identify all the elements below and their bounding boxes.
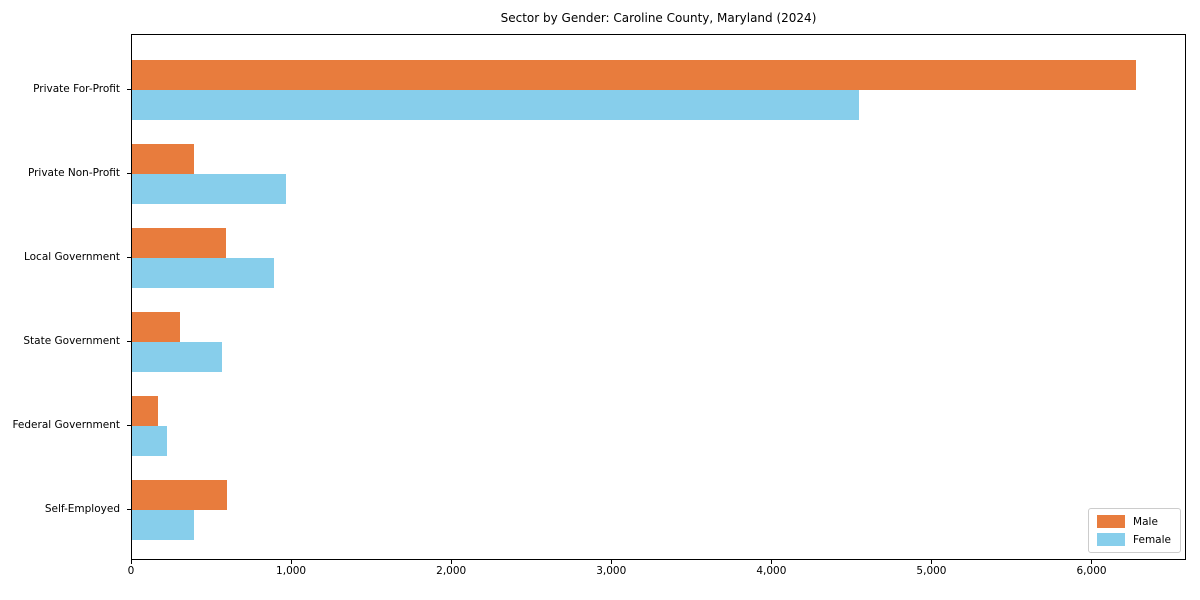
bar-female-bottom xyxy=(132,90,859,120)
female-series-swatch xyxy=(1097,533,1126,546)
ytick-mark xyxy=(127,340,131,342)
legend-label-male: Male xyxy=(1133,515,1158,528)
bar-male-top xyxy=(132,60,1136,90)
legend-item-male: Male xyxy=(1097,515,1171,528)
ytick-mark xyxy=(127,508,131,510)
ytick-label: Private Non-Profit xyxy=(27,167,120,179)
xtick-label: 6,000 xyxy=(1076,565,1107,577)
xtick-label: 5,000 xyxy=(916,565,947,577)
bar-female-bottom xyxy=(132,426,167,456)
xtick-mark xyxy=(770,560,773,564)
xtick-label: 0 xyxy=(127,565,135,577)
ytick-label: Local Government xyxy=(23,251,120,263)
xtick-label: 1,000 xyxy=(276,565,307,577)
ytick-label: State Government xyxy=(23,335,120,347)
xtick-label: 3,000 xyxy=(596,565,627,577)
ytick-label: Self-Employed xyxy=(44,503,120,515)
legend: Male Female xyxy=(1088,508,1181,553)
bar-male-top xyxy=(132,312,180,342)
legend-item-female: Female xyxy=(1097,533,1171,546)
bar-male-top xyxy=(132,228,226,258)
bar-male-top xyxy=(132,396,158,426)
plot-area: Male Female xyxy=(131,34,1186,560)
bar-female-bottom xyxy=(132,174,286,204)
bar-male-top xyxy=(132,144,194,174)
xtick-label: 4,000 xyxy=(756,565,787,577)
ytick-mark xyxy=(127,424,131,426)
xtick-mark xyxy=(610,560,612,564)
bar-female-bottom xyxy=(132,258,274,288)
chart-title: Sector by Gender: Caroline County, Maryl… xyxy=(500,11,817,25)
ytick-mark xyxy=(127,256,131,258)
xtick-mark xyxy=(450,560,452,564)
xtick-mark xyxy=(290,560,292,564)
bar-male-top xyxy=(132,480,227,510)
ytick-mark xyxy=(127,172,131,174)
xtick-mark xyxy=(930,560,933,564)
ytick-mark xyxy=(127,88,131,90)
ytick-label: Federal Government xyxy=(12,419,120,431)
bar-female-bottom xyxy=(132,342,222,372)
xtick-mark xyxy=(1091,560,1093,564)
male-series-swatch xyxy=(1097,515,1126,528)
xtick-mark xyxy=(130,560,132,564)
legend-label-female: Female xyxy=(1133,533,1171,546)
xtick-label: 2,000 xyxy=(436,565,467,577)
ytick-label: Private For-Profit xyxy=(33,83,120,95)
bar-female-bottom xyxy=(132,510,194,540)
